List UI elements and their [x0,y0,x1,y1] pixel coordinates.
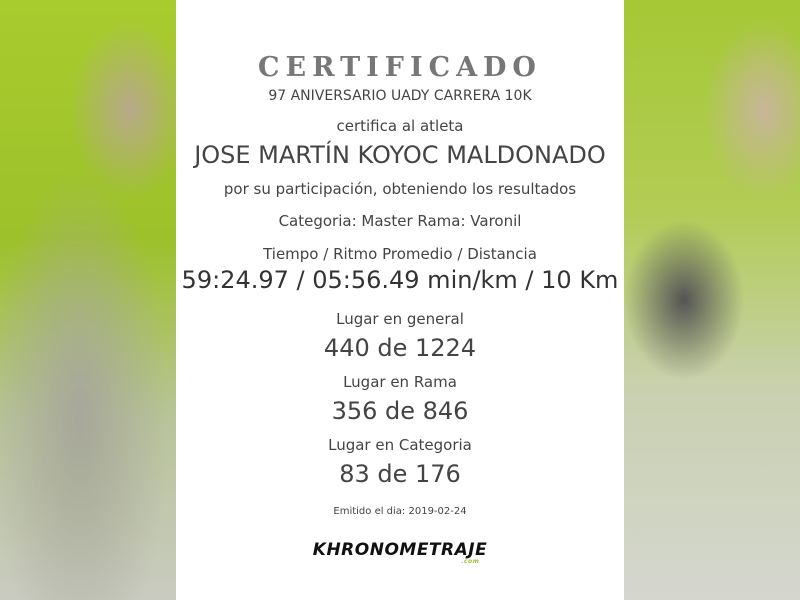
logo-text: KHRONOMETRAJE [312,540,488,560]
event-name: 97 ANIVERSARIO UADY CARRERA 10K [268,88,532,104]
khronometraje-logo: KHRONOMETRAJE .com [0,540,800,565]
rama-place-value: 356 de 846 [331,397,469,425]
female-runner-photo [624,0,800,600]
results-header: Tiempo / Ritmo Promedio / Distancia [263,245,537,263]
category-line: Categoria: Master Rama: Varonil [278,212,522,230]
issued-date: Emitido el dia: 2019-02-24 [333,506,467,517]
category-place-value: 83 de 176 [339,460,461,488]
general-place-value: 440 de 1224 [323,334,477,362]
category-place-label: Lugar en Categoria [328,436,472,454]
certificate-panel [176,0,624,600]
certifies-text: certifica al atleta [336,117,464,135]
participation-text: por su participación, obteniendo los res… [223,180,577,198]
general-place-label: Lugar en general [336,310,464,328]
rama-place-label: Lugar en Rama [343,373,457,391]
results-value: 59:24.97 / 05:56.49 min/km / 10 Km [181,266,619,294]
athlete-name: JOSE MARTÍN KOYOC MALDONADO [194,141,606,169]
certificate-title: CERTIFICADO [258,52,542,83]
male-runner-photo [0,0,176,600]
logo-suffix: .com [461,558,480,565]
